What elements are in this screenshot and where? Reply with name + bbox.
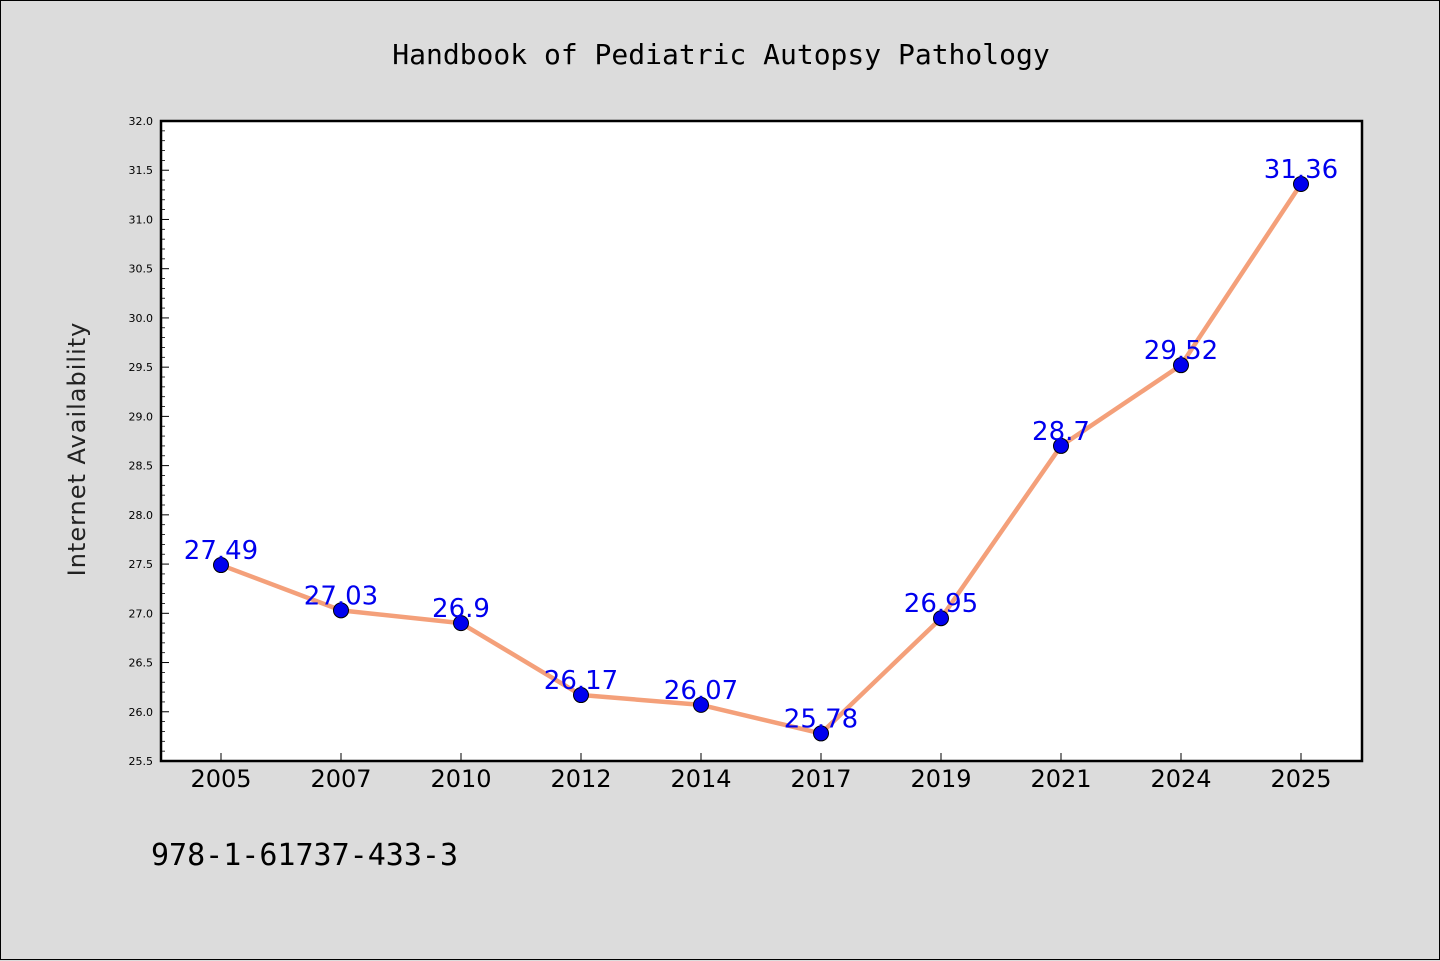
data-point bbox=[573, 687, 589, 704]
data-point bbox=[453, 615, 469, 632]
y-tick-label: 26.5 bbox=[129, 657, 154, 670]
y-tick-label: 30.0 bbox=[129, 312, 154, 325]
y-tick-label: 28.5 bbox=[129, 460, 154, 473]
data-point bbox=[813, 725, 829, 742]
data-point bbox=[213, 557, 229, 574]
y-tick-label: 31.5 bbox=[129, 164, 154, 177]
y-tick-label: 27.0 bbox=[129, 607, 154, 620]
data-label: 27.49 bbox=[184, 536, 258, 566]
x-tick-label: 2025 bbox=[1270, 765, 1331, 793]
series bbox=[213, 176, 1309, 742]
data-point bbox=[1293, 176, 1309, 193]
data-label: 28.7 bbox=[1032, 417, 1090, 447]
y-tick-label: 27.5 bbox=[129, 558, 154, 571]
data-label: 26.95 bbox=[904, 589, 978, 619]
series-line bbox=[220, 182, 1303, 736]
data-point bbox=[693, 696, 709, 713]
data-point bbox=[1173, 357, 1189, 374]
x-tick-label: 2019 bbox=[910, 765, 971, 793]
data-point bbox=[333, 602, 349, 619]
x-tick-label: 2010 bbox=[430, 765, 491, 793]
x-tick-label: 2014 bbox=[670, 765, 731, 793]
x-tick-label: 2021 bbox=[1030, 765, 1091, 793]
plot-area bbox=[159, 119, 1364, 763]
data-label: 29.52 bbox=[1144, 336, 1218, 366]
x-tick-label: 2012 bbox=[550, 765, 611, 793]
data-label: 26.07 bbox=[664, 676, 738, 706]
y-axis-label: Internet Availability bbox=[63, 322, 91, 577]
data-labels: 27.49 27.03 26.9 26.17 26.07 25.78 26.95 28.7 29… bbox=[184, 155, 1338, 734]
data-label: 26.9 bbox=[432, 594, 490, 624]
x-tick-label: 2007 bbox=[310, 765, 371, 793]
y-tick-label: 26.0 bbox=[129, 706, 154, 719]
y-tick-label: 31.0 bbox=[129, 213, 154, 226]
data-label: 27.03 bbox=[304, 581, 378, 611]
y-tick-label: 29.5 bbox=[129, 361, 154, 374]
data-label: 26.17 bbox=[544, 666, 618, 696]
y-tick-label: 29.0 bbox=[129, 410, 154, 423]
x-tick-label: 2005 bbox=[190, 765, 251, 793]
chart-title: Handbook of Pediatric Autopsy Pathology bbox=[392, 38, 1049, 71]
y-tick-label: 30.5 bbox=[129, 263, 154, 276]
x-axis: 2005 2007 2010 2012 2014 2017 2019 2021 2024 2025 bbox=[190, 753, 1332, 793]
y-axis: 25.5 26.0 26.5 27.0 27.5 28.0 28.5 29.0 29.5 30.0… bbox=[129, 115, 169, 768]
x-tick-label: 2017 bbox=[790, 765, 851, 793]
y-tick-label: 25.5 bbox=[129, 755, 154, 768]
data-label: 25.78 bbox=[784, 704, 858, 734]
data-point bbox=[933, 610, 949, 627]
y-tick-label: 32.0 bbox=[129, 115, 154, 128]
data-point bbox=[1053, 437, 1069, 454]
y-tick-label: 28.0 bbox=[129, 509, 154, 522]
x-tick-label: 2024 bbox=[1150, 765, 1211, 793]
data-label: 31.36 bbox=[1264, 155, 1338, 185]
isbn-text: 978-1-61737-433-3 bbox=[151, 838, 458, 873]
